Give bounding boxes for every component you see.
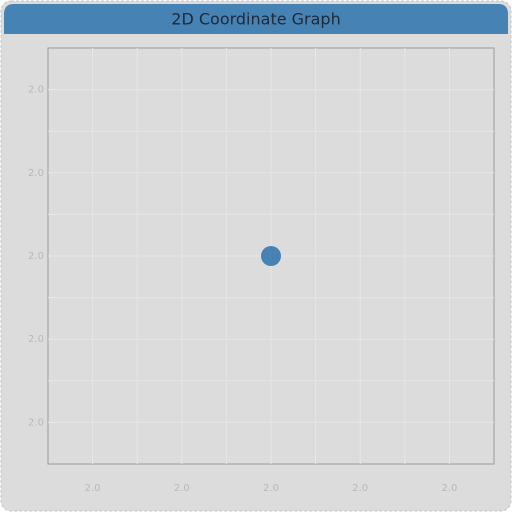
x-tick-label: 2.0 <box>352 483 368 494</box>
chart-title: 2D Coordinate Graph <box>171 10 340 29</box>
header <box>4 4 508 34</box>
y-tick-label: 2.0 <box>28 85 44 96</box>
y-tick-label: 2.0 <box>28 334 44 345</box>
x-tick-label: 2.0 <box>263 483 279 494</box>
point <box>261 246 281 266</box>
y-tick-label: 2.0 <box>28 168 44 179</box>
x-tick-label: 2.0 <box>85 483 101 494</box>
y-tick-label: 2.0 <box>28 251 44 262</box>
x-tick-label: 2.0 <box>174 483 190 494</box>
x-tick-label: 2.0 <box>441 483 457 494</box>
y-tick-label: 2.0 <box>28 417 44 428</box>
